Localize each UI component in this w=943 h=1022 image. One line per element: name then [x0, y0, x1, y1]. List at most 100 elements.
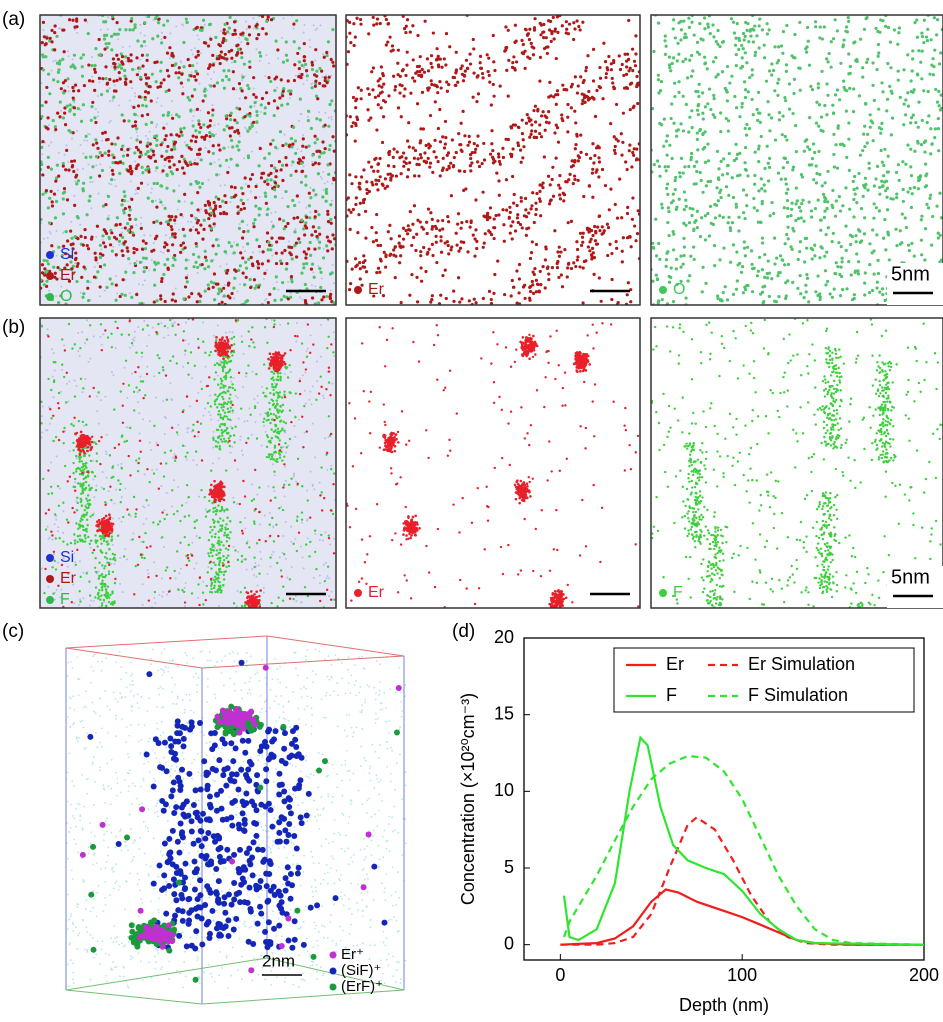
si-atom: [110, 183, 112, 185]
er-atom: [228, 127, 231, 130]
o-atom: [933, 136, 936, 139]
er-atom: [440, 251, 443, 254]
o-atom: [271, 139, 274, 142]
o-atom: [692, 228, 695, 231]
er-atom: [540, 24, 543, 27]
o-atom: [230, 112, 233, 115]
o-atom: [937, 90, 940, 93]
er-atom: [160, 82, 163, 85]
o-atom: [800, 216, 803, 219]
er-atom: [194, 78, 197, 81]
si-atom: [251, 371, 253, 373]
o-atom: [705, 184, 708, 187]
o-atom: [835, 199, 838, 202]
er-atom: [49, 37, 52, 40]
o-atom: [847, 121, 850, 124]
er-atom: [234, 186, 237, 189]
o-atom: [310, 127, 313, 130]
f-atom: [164, 451, 166, 453]
er-atom: [389, 253, 392, 256]
er-atom: [375, 271, 378, 274]
o-atom: [823, 210, 826, 213]
f-atom: [176, 550, 178, 552]
si-atom: [309, 390, 311, 392]
o-atom: [910, 206, 913, 209]
o-atom: [668, 63, 671, 66]
si-atom: [205, 508, 207, 510]
o-atom: [811, 257, 814, 260]
er-atom: [167, 268, 170, 271]
er-atom: [174, 236, 177, 239]
er-atom: [573, 27, 576, 30]
o-atom: [171, 172, 174, 175]
o-atom: [665, 252, 668, 255]
er-atom: [635, 158, 638, 161]
o-atom: [731, 176, 734, 179]
o-atom: [666, 134, 669, 137]
er-atom: [598, 66, 601, 69]
o-atom: [692, 245, 695, 248]
er-atom: [532, 53, 535, 56]
er-atom: [104, 230, 107, 233]
er-atom: [576, 255, 579, 258]
er-atom: [242, 271, 245, 274]
o-atom: [838, 195, 841, 198]
er-atom: [359, 267, 362, 270]
o-atom: [794, 202, 797, 205]
o-atom: [760, 135, 763, 138]
er-atom: [211, 54, 214, 57]
panel-label: (a): [2, 9, 25, 30]
er-atom: [606, 223, 609, 226]
er-atom: [325, 51, 328, 54]
o-atom: [904, 216, 907, 219]
er-atom: [520, 200, 523, 203]
o-atom: [664, 35, 667, 38]
o-atom: [851, 298, 854, 301]
er-atom: [622, 112, 625, 115]
o-atom: [157, 261, 160, 264]
er-atom: [265, 202, 268, 205]
er-atom: [391, 44, 394, 47]
f-atom: [289, 438, 291, 440]
si-atom: [142, 418, 144, 420]
o-atom: [259, 55, 262, 58]
f-atom: [152, 521, 154, 523]
o-atom: [904, 113, 907, 116]
o-atom: [257, 164, 260, 167]
o-atom: [799, 292, 802, 295]
o-atom: [855, 252, 858, 255]
er-atom: [387, 22, 390, 25]
si-atom: [200, 208, 202, 210]
o-atom: [825, 113, 828, 116]
o-atom: [871, 289, 874, 292]
er-atom: [351, 268, 354, 271]
er-atom: [199, 295, 202, 298]
er-atom: [119, 77, 122, 80]
si-atom: [84, 342, 86, 344]
si-atom: [309, 39, 311, 41]
o-atom: [111, 153, 114, 156]
er-atom: [619, 68, 622, 71]
o-atom: [775, 256, 778, 259]
o-atom: [59, 100, 62, 103]
o-atom: [751, 73, 754, 76]
si-atom: [329, 543, 331, 545]
er-atom: [437, 63, 440, 66]
er-atom: [327, 220, 330, 223]
si-atom: [55, 230, 57, 232]
er-atom: [72, 89, 75, 92]
o-atom: [831, 296, 834, 299]
er-atom: [377, 179, 380, 182]
er-atom: [196, 300, 199, 303]
er-atom: [451, 138, 454, 141]
o-atom: [803, 296, 806, 299]
er-atom: [178, 71, 181, 74]
o-atom: [191, 64, 194, 67]
o-atom: [164, 207, 167, 210]
er-atom: [529, 290, 532, 293]
si-atom: [188, 343, 190, 345]
si-atom: [322, 540, 324, 542]
o-atom: [726, 172, 729, 175]
er-atom: [381, 183, 384, 186]
si-atom: [225, 332, 227, 334]
